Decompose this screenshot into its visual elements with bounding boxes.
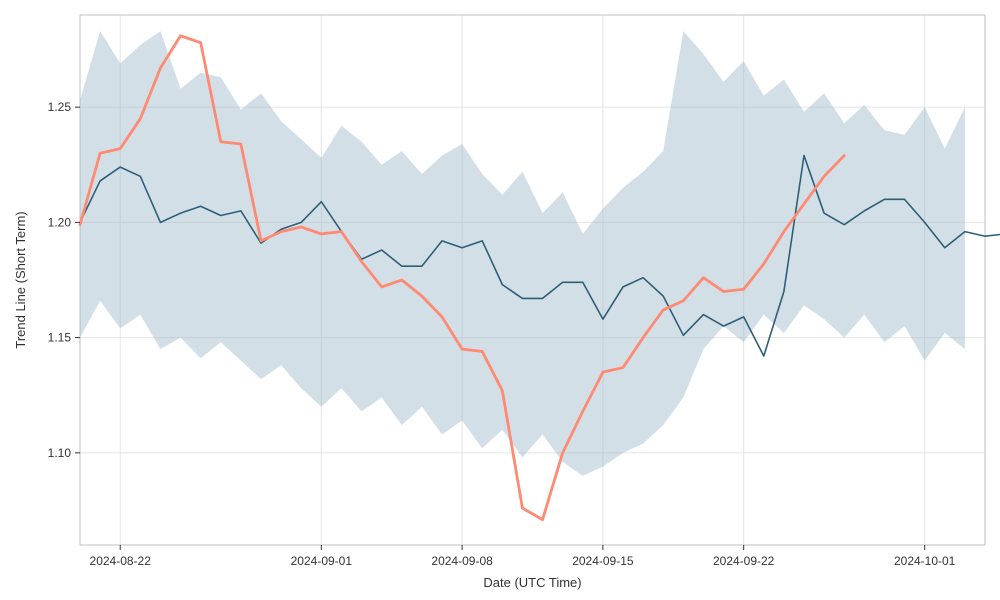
trend-chart: 1.10 1.15 1.20 1.25 2024-08-22 2024-09-01 2024… — [0, 0, 1000, 600]
x-tick-label: 2024-09-15 — [572, 554, 634, 568]
x-tick-label: 2024-09-08 — [431, 554, 493, 568]
y-axis-label: Trend Line (Short Term) — [13, 211, 28, 348]
y-tick-label: 1.10 — [48, 446, 72, 460]
x-tick-label: 2024-09-01 — [291, 554, 353, 568]
y-tick-label: 1.15 — [48, 331, 72, 345]
x-tick-label: 2024-10-01 — [894, 554, 956, 568]
y-tick-label: 1.20 — [48, 215, 72, 229]
chart-svg: 1.10 1.15 1.20 1.25 2024-08-22 2024-09-01 2024… — [0, 0, 1000, 600]
y-tick-label: 1.25 — [48, 100, 72, 114]
x-tick-label: 2024-09-22 — [713, 554, 775, 568]
x-tick-label: 2024-08-22 — [90, 554, 152, 568]
x-axis-label: Date (UTC Time) — [483, 575, 581, 590]
